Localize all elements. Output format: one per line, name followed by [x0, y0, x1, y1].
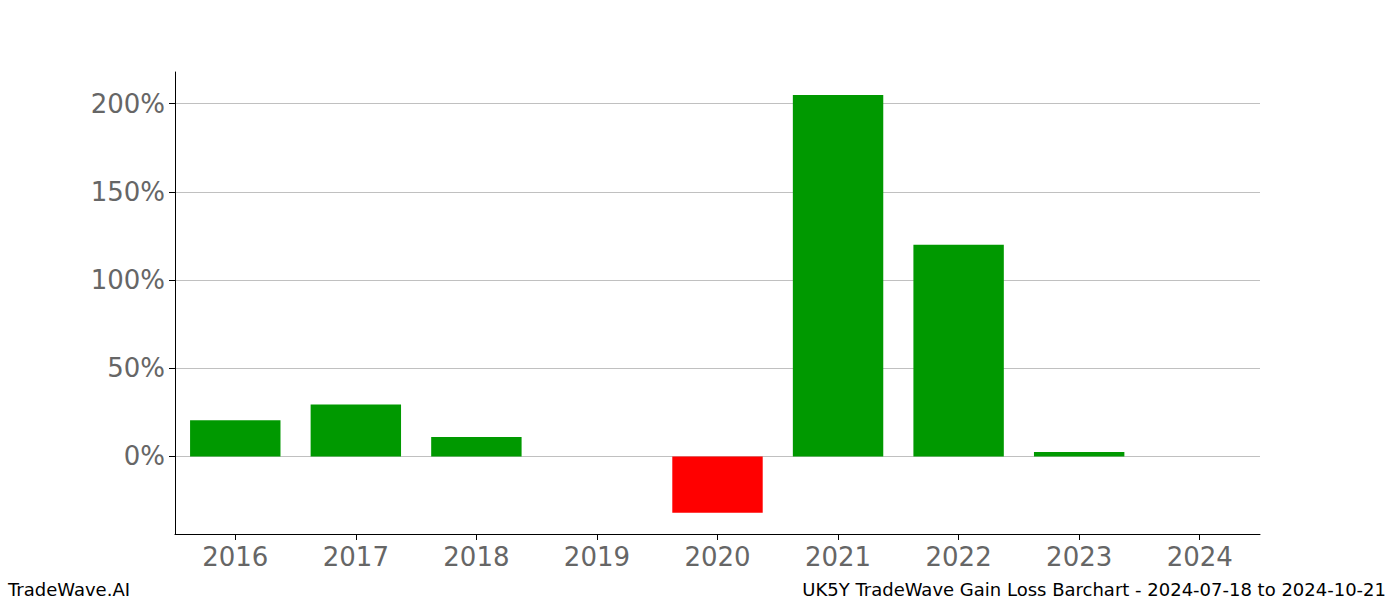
svg-text:UK5Y TradeWave Gain Loss Barch: UK5Y TradeWave Gain Loss Barchart - 2024…	[802, 579, 1386, 600]
svg-text:2019: 2019	[564, 542, 630, 572]
svg-text:2023: 2023	[1046, 542, 1112, 572]
svg-text:2021: 2021	[805, 542, 871, 572]
svg-text:100%: 100%	[91, 265, 165, 295]
svg-text:2018: 2018	[443, 542, 509, 572]
svg-text:TradeWave.AI: TradeWave.AI	[7, 579, 130, 600]
svg-text:150%: 150%	[91, 177, 165, 207]
svg-text:2022: 2022	[926, 542, 992, 572]
svg-text:2016: 2016	[202, 542, 268, 572]
svg-text:2024: 2024	[1167, 542, 1233, 572]
svg-text:200%: 200%	[91, 89, 165, 119]
svg-text:2020: 2020	[684, 542, 750, 572]
svg-text:0%: 0%	[124, 441, 165, 471]
svg-text:50%: 50%	[107, 353, 165, 383]
svg-text:2017: 2017	[323, 542, 389, 572]
